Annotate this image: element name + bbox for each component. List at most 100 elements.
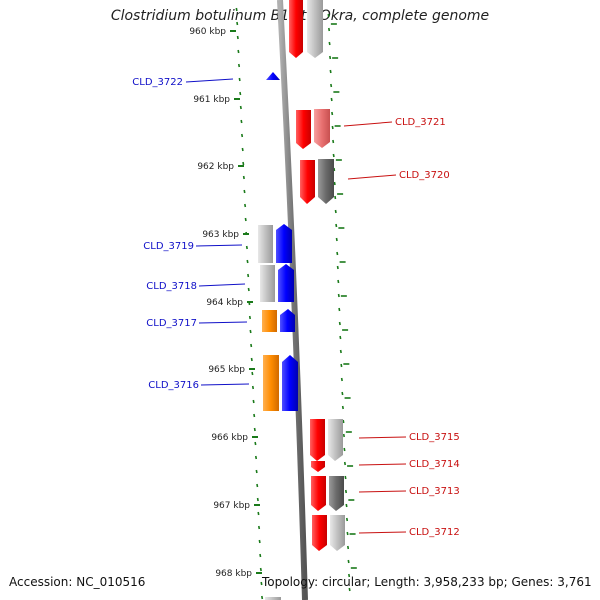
gene-arrow [312, 515, 327, 551]
gene-arrow [276, 224, 292, 263]
kbp-scale: 960 kbp 961 kbp 962 kbp 963 kbp 964 kbp 965 k… [189, 27, 262, 579]
kbp-label: 964 kbp [206, 298, 243, 308]
guide-dot [253, 427, 256, 432]
guide-dot [334, 195, 337, 200]
gene-arrow [263, 355, 279, 411]
genome-backbone [277, 0, 308, 600]
guide-dot [344, 489, 348, 494]
guide-dot [329, 55, 332, 60]
gene-arrow [258, 225, 273, 263]
gene-label-CLD_3714: CLD_3714 [409, 459, 460, 470]
guide-dot [250, 357, 253, 362]
guide-dot [254, 455, 258, 460]
guide-dot [340, 363, 343, 368]
guide-dot [247, 287, 250, 292]
guide-dot [333, 181, 336, 186]
guide-dot [339, 335, 342, 340]
guide-dot [330, 83, 333, 88]
gene-label-CLD_3713: CLD_3713 [409, 486, 460, 497]
gene-label-CLD_3717: CLD_3717 [146, 318, 197, 329]
guide-dot [245, 245, 248, 250]
gene-label-CLD_3718: CLD_3718 [146, 281, 197, 292]
gene-arrow [311, 461, 325, 472]
guide-dot [348, 587, 351, 592]
gene-label-CLD_3712: CLD_3712 [409, 527, 460, 538]
guide-dot [347, 559, 350, 564]
gene-label-CLD_3721: CLD_3721 [395, 117, 446, 128]
gene-arrow [265, 597, 281, 600]
guide-dot [244, 203, 247, 208]
guide-dot [251, 385, 255, 390]
gene-labels: CLD_3722 CLD_3719 CLD_3718 CLD_3717 CLD_… [132, 77, 459, 538]
guide-dot [244, 217, 247, 222]
guide-rings [235, 7, 357, 600]
gene-arrow [318, 159, 334, 204]
forward-strand-genes [289, 0, 345, 551]
gene-label-CLD_3719: CLD_3719 [143, 241, 194, 252]
guide-dot [251, 371, 254, 376]
guide-dot [248, 315, 251, 320]
gene-arrow [282, 355, 298, 411]
guide-dot [237, 49, 240, 54]
guide-dot [348, 573, 351, 578]
guide-dot [329, 69, 332, 74]
kbp-label: 967 kbp [213, 501, 250, 511]
gene-arrow [307, 0, 323, 58]
guide-dot [342, 419, 345, 424]
guide-dot [259, 567, 262, 572]
guide-dot [333, 167, 336, 172]
guide-dot [237, 63, 241, 68]
guide-dot [239, 91, 242, 96]
guide-dot [243, 189, 246, 194]
guide-dot [242, 175, 245, 180]
guide-dot [342, 433, 345, 438]
gene-arrow [278, 264, 294, 302]
guide-dot [331, 111, 334, 116]
guide-dot [334, 209, 337, 214]
guide-dot [341, 391, 344, 396]
guide-dot [250, 343, 253, 348]
guide-dot [256, 483, 259, 488]
kbp-label: 966 kbp [211, 433, 248, 443]
kbp-label: 961 kbp [193, 95, 230, 105]
guide-dot [241, 147, 244, 152]
guide-dot [242, 161, 245, 166]
guide-dot [240, 119, 243, 124]
gene-arrow [328, 419, 343, 461]
guide-dot [258, 525, 261, 530]
guide-dot [246, 259, 249, 264]
guide-dot [347, 545, 350, 550]
guide-dot [341, 405, 344, 410]
guide-dot [336, 251, 339, 256]
gene-arrow [330, 515, 345, 551]
guide-dot [344, 475, 347, 480]
guide-dot [261, 595, 264, 600]
guide-dot [260, 581, 263, 586]
gene-arrow [329, 476, 344, 511]
gene-arrow [314, 109, 330, 148]
guide-dot [330, 97, 333, 102]
gene-arrow [300, 160, 315, 204]
guide-dot [259, 553, 262, 558]
guide-dot [343, 461, 347, 466]
guide-dot [340, 377, 343, 382]
guide-dot [328, 27, 331, 32]
guide-dot [338, 307, 341, 312]
guide-dot [339, 349, 342, 354]
kbp-label: 962 kbp [197, 162, 234, 172]
guide-dot [247, 273, 250, 278]
guide-dot [258, 539, 261, 544]
guide-dot [331, 125, 334, 130]
guide-dot [241, 133, 244, 138]
guide-dot [335, 237, 338, 242]
guide-dot [236, 21, 239, 26]
guide-dot [239, 105, 242, 110]
kbp-label: 968 kbp [215, 569, 252, 579]
guide-dot [337, 279, 340, 284]
guide-dot [327, 13, 330, 18]
gene-arrow [280, 309, 295, 332]
guide-dot [256, 497, 259, 502]
gene-label-CLD_3715: CLD_3715 [409, 432, 460, 443]
kbp-label: 963 kbp [202, 230, 239, 240]
